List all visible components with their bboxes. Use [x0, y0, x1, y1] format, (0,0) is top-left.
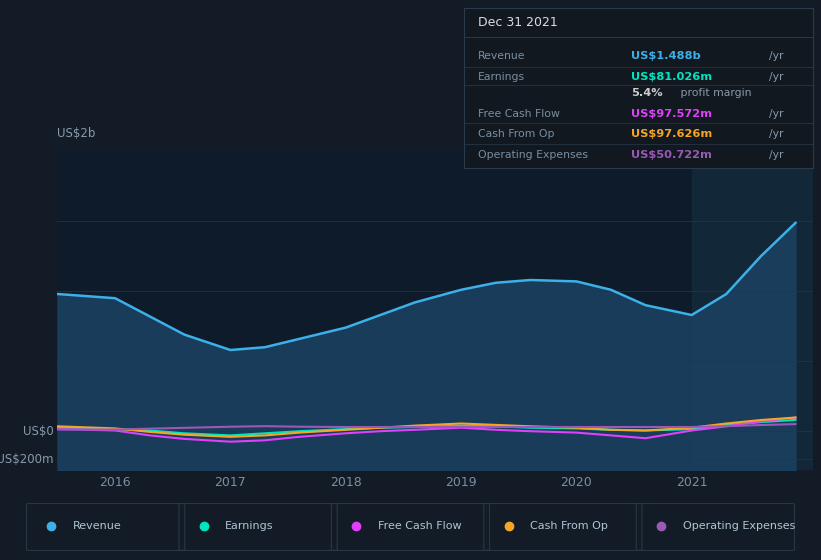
Text: Revenue: Revenue: [478, 52, 525, 61]
Text: Cash From Op: Cash From Op: [478, 129, 554, 139]
Text: /yr: /yr: [769, 129, 784, 139]
Text: US$97.572m: US$97.572m: [631, 109, 713, 119]
Text: Cash From Op: Cash From Op: [530, 521, 608, 531]
Text: Free Cash Flow: Free Cash Flow: [478, 109, 560, 119]
Text: US$50.722m: US$50.722m: [631, 150, 713, 160]
Text: Earnings: Earnings: [478, 72, 525, 82]
Text: US$2b: US$2b: [57, 127, 96, 140]
Bar: [692, 151, 813, 470]
Text: 5.4%: 5.4%: [631, 88, 663, 98]
Text: /yr: /yr: [769, 150, 784, 160]
Text: -US$200m: -US$200m: [0, 452, 53, 466]
Text: Free Cash Flow: Free Cash Flow: [378, 521, 461, 531]
Text: US$97.626m: US$97.626m: [631, 129, 713, 139]
Text: Revenue: Revenue: [73, 521, 122, 531]
Text: Dec 31 2021: Dec 31 2021: [478, 16, 557, 29]
Text: Operating Expenses: Operating Expenses: [478, 150, 588, 160]
Text: US$81.026m: US$81.026m: [631, 72, 713, 82]
Text: US$0: US$0: [23, 424, 53, 438]
Text: /yr: /yr: [769, 109, 784, 119]
Text: Operating Expenses: Operating Expenses: [682, 521, 795, 531]
Text: /yr: /yr: [769, 72, 784, 82]
Text: profit margin: profit margin: [677, 88, 751, 98]
Text: /yr: /yr: [769, 52, 784, 61]
Text: US$1.488b: US$1.488b: [631, 52, 701, 61]
Text: Earnings: Earnings: [225, 521, 273, 531]
